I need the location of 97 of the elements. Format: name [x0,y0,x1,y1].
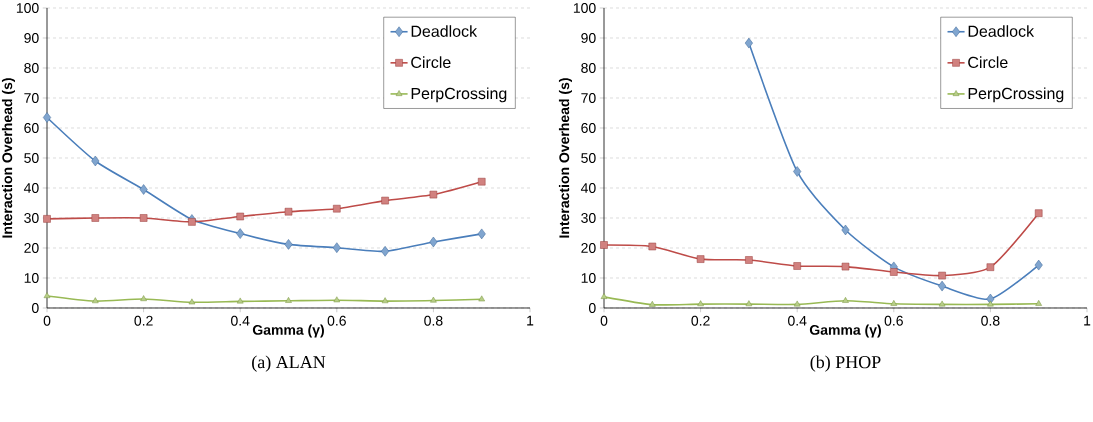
point [381,297,389,304]
y-tick-label: 70 [581,93,596,103]
x-tick-label: 0.2 [691,315,710,326]
x-tick-label: 0.2 [134,315,153,326]
x-tick-label: 0.6 [884,315,903,326]
point [793,166,802,177]
point [429,236,438,248]
legend-label: PerpCrossing [411,87,507,103]
point [140,295,147,301]
y-tick-label: 40 [580,183,596,193]
y-tick-label: 30 [581,213,596,223]
point [139,184,148,195]
y-tick-label: 20 [24,243,39,253]
point [600,241,608,249]
point [91,155,100,167]
point [188,298,196,305]
point [477,177,486,186]
point [236,212,244,221]
y-tick-label: 70 [24,93,39,103]
y-tick-label: 40 [23,183,39,193]
y-tick-label: 10 [24,273,39,283]
y-tick-label: 30 [24,213,39,223]
point [842,297,849,303]
text: (a) ALAN [252,355,326,372]
y-axis-title: Interaction Overhead (s) [1,78,15,238]
point [938,280,947,292]
y-tick-label: 50 [581,153,596,163]
y-tick-label: 90 [581,33,596,43]
point [986,263,995,271]
point [745,256,753,264]
point [793,300,801,307]
text: (b) PHOP [810,355,881,372]
point [890,268,898,276]
point [841,224,850,236]
x-tick-label: 0 [43,315,51,326]
legend-label: Deadlock [411,25,478,37]
point [285,297,292,303]
legend-label: Circle [968,56,1008,69]
point [841,262,850,271]
point [649,300,656,307]
y-tick-label: 0 [31,303,39,313]
point [697,300,704,307]
x-tick-label: 0 [600,315,608,326]
point [1035,300,1042,306]
x-axis-title: Gamma (γ) [809,324,881,338]
x-axis-title: Gamma (γ) [252,324,324,338]
y-tick-label: 80 [24,63,39,73]
point [890,300,898,306]
point [332,242,341,253]
point [236,228,245,239]
point [381,196,389,205]
point [744,37,753,49]
point [43,215,51,223]
x-tick-label: 1 [527,315,534,326]
y-tick-label: 60 [581,123,596,133]
legend-label: Deadlock [968,25,1035,37]
y-tick-label: 90 [24,33,39,43]
point [333,204,341,213]
point [745,300,753,307]
legend-label: Circle [411,56,451,69]
x-tick-label: 0.8 [981,315,1000,326]
point [429,190,438,199]
legend-label: PerpCrossing [968,87,1064,103]
point [284,207,293,216]
y-tick-label: 80 [581,63,596,73]
point [91,214,100,222]
point [236,297,244,304]
point [188,218,196,226]
point [381,246,390,257]
point [793,262,801,270]
x-tick-label: 1 [1084,315,1091,326]
point [284,239,293,250]
point [1034,209,1043,217]
y-tick-label: 100 [16,3,39,13]
point [43,112,52,123]
x-tick-label: 0.6 [327,315,346,326]
y-tick-label: 20 [581,243,596,253]
point [648,242,657,251]
y-tick-label: 10 [581,273,596,283]
point [92,297,99,304]
y-axis-title: Interaction Overhead (s) [558,78,572,238]
point [478,295,485,302]
y-tick-label: 100 [573,3,596,13]
point [938,300,946,307]
x-tick-label: 0.4 [788,315,807,326]
y-tick-label: 50 [24,153,39,163]
x-tick-label: 0.8 [424,315,443,326]
point [139,214,148,222]
point [477,228,486,240]
point [938,271,946,280]
point [430,296,437,303]
y-tick-label: 60 [24,123,39,133]
point [333,296,341,303]
y-tick-label: 0 [588,303,596,313]
point [1034,259,1043,271]
x-tick-label: 0.4 [231,315,250,326]
point [696,255,705,263]
